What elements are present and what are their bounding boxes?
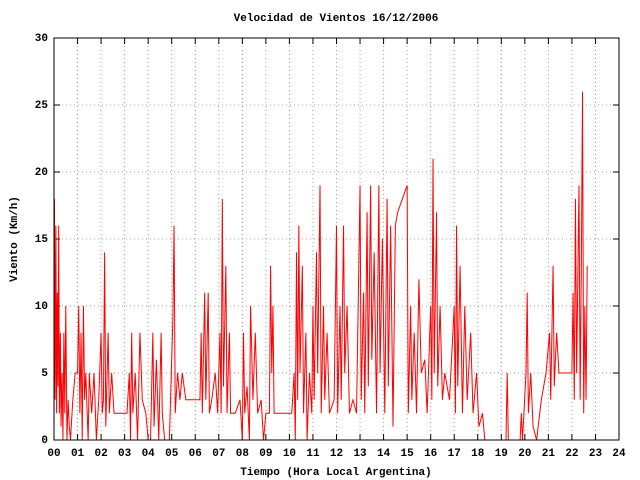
x-tick-label: 03: [118, 448, 132, 460]
y-tick-label: 20: [35, 167, 48, 179]
x-tick-label: 16: [424, 448, 437, 460]
x-tick-label: 09: [259, 448, 272, 460]
x-tick-label: 04: [142, 448, 156, 460]
x-tick-label: 19: [495, 448, 508, 460]
x-tick-label: 12: [330, 448, 343, 460]
x-tick-label: 01: [71, 448, 85, 460]
plot-border: [53, 37, 620, 441]
x-tick-label: 02: [94, 448, 107, 460]
x-tick-label: 17: [448, 448, 461, 460]
x-tick-label: 20: [518, 448, 531, 460]
y-tick-label: 15: [35, 234, 49, 246]
x-tick-label: 00: [47, 448, 60, 460]
x-tick-label: 23: [589, 448, 603, 460]
x-tick-label: 14: [377, 448, 391, 460]
data-line: [53, 91, 588, 441]
x-axis-label: Tiempo (Hora Local Argentina): [240, 467, 431, 479]
x-tick-label: 21: [542, 448, 556, 460]
x-tick-label: 08: [236, 448, 250, 460]
y-tick-label: 0: [41, 435, 48, 447]
x-tick-label: 13: [353, 448, 367, 460]
chart-title: Velocidad de Vientos 16/12/2006: [234, 13, 439, 25]
x-tick-label: 07: [212, 448, 225, 460]
y-tick-label: 10: [35, 301, 48, 313]
x-tick-label: 24: [612, 448, 626, 460]
x-tick-label: 10: [283, 448, 296, 460]
x-tick-label: 15: [401, 448, 415, 460]
y-axis-label: Viento (Km/h): [9, 196, 21, 282]
x-tick-label: 11: [306, 448, 320, 460]
x-tick-label: 05: [165, 448, 179, 460]
x-tick-label: 06: [189, 448, 202, 460]
x-tick-label: 22: [565, 448, 578, 460]
y-tick-label: 30: [35, 33, 48, 45]
y-tick-label: 5: [41, 368, 48, 380]
y-tick-label: 25: [35, 100, 49, 112]
x-tick-label: 18: [471, 448, 485, 460]
